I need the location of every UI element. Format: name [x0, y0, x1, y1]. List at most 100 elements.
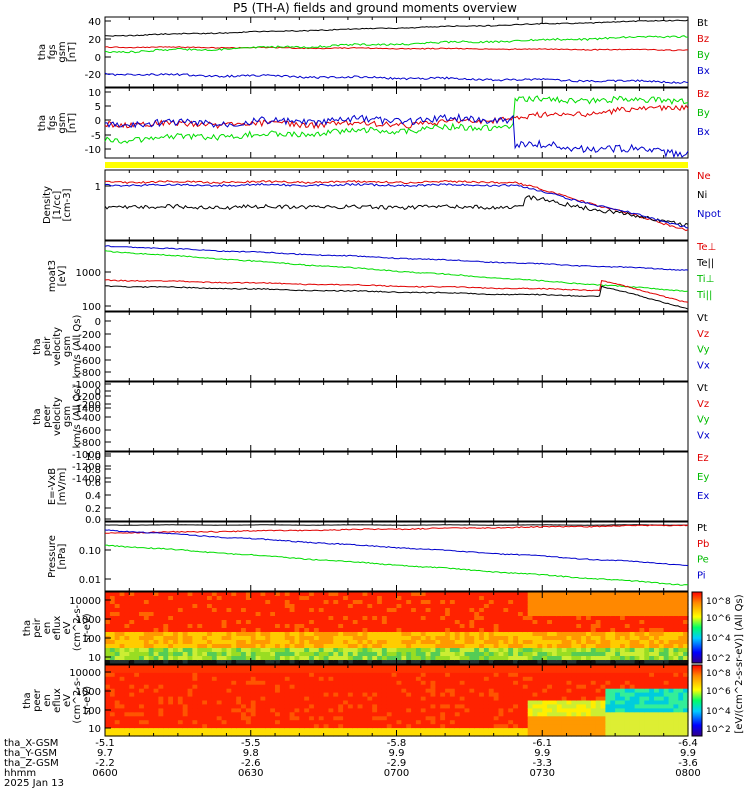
legend-Vx: Vx	[697, 430, 710, 441]
ylabel-peir-spec: sr-eV)	[82, 613, 93, 642]
ylabel-temperature: moat3	[47, 260, 58, 292]
ylabel-fgs-gsm-1: fgs	[47, 44, 58, 59]
ylabel-peer-velocity: velocity	[52, 397, 63, 436]
trace-Te-par	[104, 285, 689, 310]
ytick-label: 10000	[69, 596, 101, 607]
ytick-label: 1	[95, 182, 101, 193]
trace-By	[104, 35, 688, 54]
flag-bar	[105, 162, 688, 168]
ylabel-peer-spec: peer	[32, 688, 43, 712]
ytick-label: 10	[88, 88, 101, 99]
peer-spectrogram	[105, 665, 689, 737]
panel-frame-fgs-gsm-1	[104, 16, 689, 88]
xaxis-value: 9.9	[680, 748, 696, 759]
legend-Te||: Te||	[696, 258, 714, 269]
ylabel-peir-velocity: tha	[32, 338, 43, 354]
legend-Ni: Ni	[697, 190, 707, 201]
trace-Ne	[104, 179, 689, 232]
trace-Ti-perp	[104, 250, 689, 292]
legend-Pi: Pi	[697, 570, 706, 581]
ylabel-peir-spec: en	[42, 622, 53, 635]
ylabel-fgs-gsm-1: [nT]	[67, 42, 78, 62]
xaxis-value: 0730	[530, 768, 555, 779]
panel-frame-efield	[104, 451, 689, 522]
trace-By-2	[104, 95, 689, 144]
ytick-label: 0.6	[85, 478, 101, 489]
panel-frame-peir-velocity	[104, 311, 689, 382]
xaxis-value: 9.9	[534, 748, 550, 759]
ylabel-peer-spec: (cm^2-s-	[72, 677, 83, 724]
legend-Npot: Npot	[697, 209, 721, 220]
legend-By: By	[697, 108, 710, 119]
ylabel-peir-velocity: km/s (All Qs)	[72, 315, 83, 379]
legend-Ti||: Ti||	[696, 290, 712, 301]
legend-Ne: Ne	[697, 171, 711, 182]
colorbar-tick: 10^6	[706, 687, 731, 697]
ylabel-pressure: Pressure	[47, 535, 58, 578]
trace-Te-perp	[104, 245, 689, 271]
legend-Ti⊥: Ti⊥	[696, 274, 714, 285]
ylabel-peer-spec: sr-eV)	[82, 686, 93, 715]
legend-Pb: Pb	[697, 539, 709, 550]
legend-Bz: Bz	[697, 89, 709, 100]
xaxis-row-label: tha_Y-GSM	[4, 748, 57, 759]
figure-title: P5 (TH-A) fields and ground moments over…	[233, 1, 517, 15]
trace-Bz	[104, 46, 688, 52]
legend-Ex: Ex	[697, 491, 709, 502]
ytick-label: 10000	[69, 668, 101, 679]
ylabel-temperature: [eV]	[57, 266, 68, 287]
colorbar-top	[691, 591, 703, 664]
ytick-label: -1400	[72, 404, 101, 415]
trace-Ti-par	[104, 279, 689, 303]
ytick-label: -1400	[72, 474, 101, 485]
peir-spectrogram	[105, 592, 689, 665]
ytick-label: 100	[82, 634, 101, 645]
ylabel-fgs-gsm-1: gsm	[57, 41, 68, 62]
ytick-label: 100	[82, 302, 101, 313]
xaxis-value: -2.6	[241, 758, 261, 769]
ytick-label: 1000	[76, 615, 101, 626]
ytick-label: 10	[88, 724, 101, 735]
colorbar-tick: 10^2	[706, 654, 731, 664]
legend-Vz: Vz	[697, 399, 709, 410]
xaxis-value: -5.8	[387, 738, 407, 749]
ytick-label: 10	[88, 653, 101, 664]
colorbar-bottom	[691, 664, 703, 737]
ytick-label: 0.8	[85, 465, 101, 476]
ylabel-fgs-gsm-2: tha	[37, 115, 48, 131]
trace-Bt	[104, 19, 689, 37]
ylabel-fgs-gsm-1: tha	[37, 44, 48, 60]
colorbar-tick: 10^6	[706, 614, 731, 624]
ytick-label: -20	[85, 70, 101, 81]
legend-Vt: Vt	[697, 383, 708, 394]
legend-Bx: Bx	[697, 127, 710, 138]
legend-Bz: Bz	[697, 34, 709, 45]
ylabel-density: [1/cc]	[52, 191, 63, 220]
ytick-label: 5	[95, 102, 101, 113]
xaxis-value: -5.5	[241, 738, 261, 749]
ytick-label: -1200	[72, 462, 101, 473]
trace-Bz-2	[104, 104, 689, 130]
xaxis-value: 0700	[384, 768, 409, 779]
legend-Bt: Bt	[697, 18, 708, 29]
ylabel-peir-velocity: peir	[42, 336, 53, 356]
xaxis-value: -6.4	[678, 738, 698, 749]
ytick-label: 40	[88, 17, 101, 28]
ytick-label: 100	[82, 706, 101, 717]
xaxis-value: 9.9	[389, 748, 405, 759]
ytick-label: -200	[78, 330, 101, 341]
ytick-label: -10	[85, 145, 101, 156]
legend-Ey: Ey	[697, 472, 709, 483]
ytick-label: 1000	[76, 687, 101, 698]
legend-Vz: Vz	[697, 329, 709, 340]
ylabel-peir-velocity: gsm	[62, 336, 73, 357]
ytick-label: 0.2	[85, 504, 101, 515]
colorbar-tick: 10^8	[706, 597, 731, 607]
ytick-label: 20	[88, 35, 101, 46]
xaxis-value: 9.8	[243, 748, 259, 759]
ytick-label: 0	[95, 387, 101, 398]
ytick-label: 0.10	[79, 546, 101, 557]
ylabel-peir-spec: peir	[32, 617, 43, 637]
ylabel-fgs-gsm-2: gsm	[57, 112, 68, 133]
ytick-label: -200	[78, 400, 101, 411]
